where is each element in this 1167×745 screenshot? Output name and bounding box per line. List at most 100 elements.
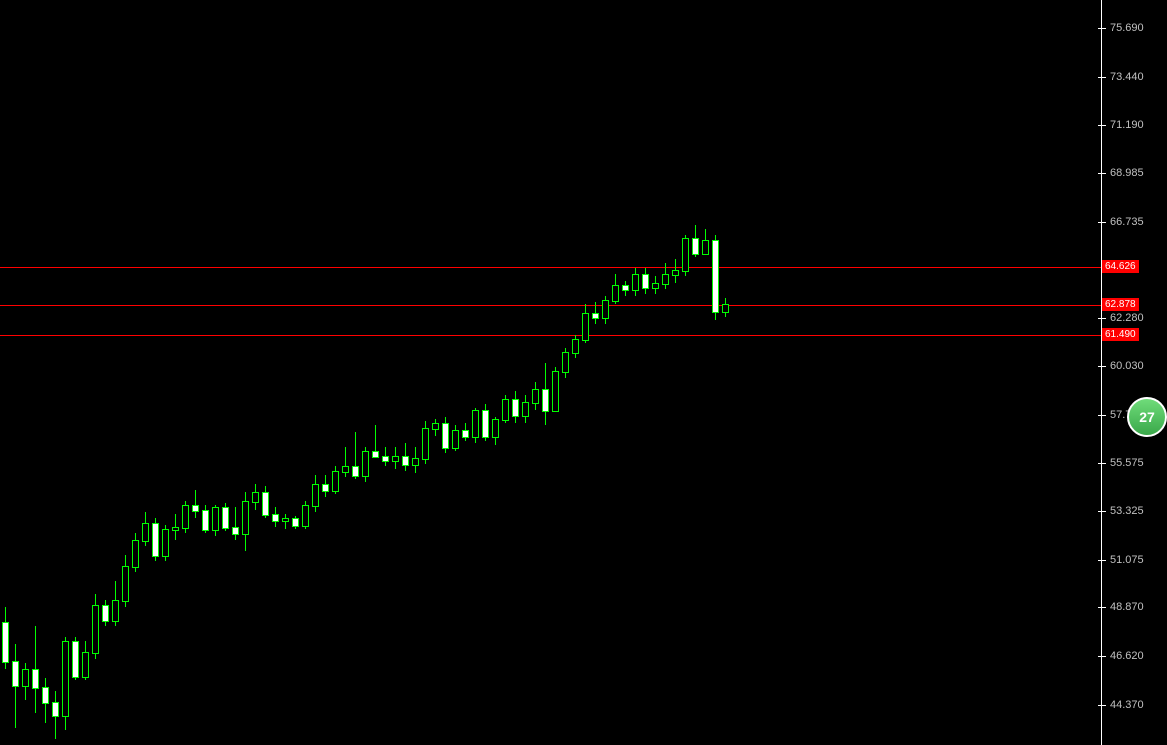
candle-body — [522, 402, 529, 417]
candle-body — [32, 669, 39, 688]
candle[interactable] — [72, 0, 79, 745]
candle[interactable] — [392, 0, 399, 745]
candle[interactable] — [262, 0, 269, 745]
candle[interactable] — [2, 0, 9, 745]
candle[interactable] — [482, 0, 489, 745]
candle[interactable] — [722, 0, 729, 745]
candle[interactable] — [172, 0, 179, 745]
candle[interactable] — [342, 0, 349, 745]
chart-plot-area[interactable] — [0, 0, 1102, 745]
candle[interactable] — [592, 0, 599, 745]
candle[interactable] — [652, 0, 659, 745]
candle-body — [172, 527, 179, 531]
candle[interactable] — [682, 0, 689, 745]
candle[interactable] — [712, 0, 719, 745]
candle-body — [552, 371, 559, 412]
candle[interactable] — [52, 0, 59, 745]
candle[interactable] — [142, 0, 149, 745]
candle[interactable] — [362, 0, 369, 745]
candle[interactable] — [122, 0, 129, 745]
ytick — [1098, 77, 1106, 78]
candle[interactable] — [542, 0, 549, 745]
candle-body — [492, 419, 499, 438]
ytick-label: 44.370 — [1110, 699, 1144, 711]
candle[interactable] — [202, 0, 209, 745]
candle[interactable] — [222, 0, 229, 745]
candle-body — [422, 428, 429, 460]
candle[interactable] — [42, 0, 49, 745]
candle[interactable] — [372, 0, 379, 745]
candle[interactable] — [512, 0, 519, 745]
candle-body — [472, 410, 479, 438]
candle[interactable] — [602, 0, 609, 745]
candle[interactable] — [212, 0, 219, 745]
candle[interactable] — [332, 0, 339, 745]
candle[interactable] — [232, 0, 239, 745]
candle[interactable] — [252, 0, 259, 745]
candle[interactable] — [182, 0, 189, 745]
candle[interactable] — [552, 0, 559, 745]
candle[interactable] — [582, 0, 589, 745]
candle[interactable] — [292, 0, 299, 745]
candle[interactable] — [112, 0, 119, 745]
candle[interactable] — [312, 0, 319, 745]
candle-body — [562, 352, 569, 373]
candle[interactable] — [522, 0, 529, 745]
candle-body — [142, 523, 149, 542]
candle[interactable] — [662, 0, 669, 745]
candle[interactable] — [242, 0, 249, 745]
candle[interactable] — [192, 0, 199, 745]
candle[interactable] — [562, 0, 569, 745]
candle[interactable] — [162, 0, 169, 745]
ytick-label: 51.075 — [1110, 554, 1144, 566]
candle[interactable] — [322, 0, 329, 745]
candle[interactable] — [432, 0, 439, 745]
candle[interactable] — [382, 0, 389, 745]
candle-body — [112, 600, 119, 621]
candle-body — [22, 669, 29, 686]
ytick — [1098, 222, 1106, 223]
candle[interactable] — [462, 0, 469, 745]
candle[interactable] — [612, 0, 619, 745]
candle-body — [532, 389, 539, 404]
candle[interactable] — [32, 0, 39, 745]
candle[interactable] — [412, 0, 419, 745]
candle[interactable] — [302, 0, 309, 745]
candle[interactable] — [502, 0, 509, 745]
candle-body — [592, 313, 599, 319]
candle[interactable] — [22, 0, 29, 745]
candle[interactable] — [572, 0, 579, 745]
candle[interactable] — [92, 0, 99, 745]
ytick-label: 48.870 — [1110, 601, 1144, 613]
candle[interactable] — [472, 0, 479, 745]
candle[interactable] — [82, 0, 89, 745]
ytick-label: 46.620 — [1110, 650, 1144, 662]
candle[interactable] — [402, 0, 409, 745]
candle[interactable] — [692, 0, 699, 745]
price-axis[interactable]: 75.69073.44071.19068.98566.73562.28060.0… — [1101, 0, 1167, 745]
candle[interactable] — [532, 0, 539, 745]
price-level-tag: 61.490 — [1102, 328, 1139, 341]
candle[interactable] — [622, 0, 629, 745]
candle[interactable] — [632, 0, 639, 745]
candle[interactable] — [492, 0, 499, 745]
candle[interactable] — [452, 0, 459, 745]
ytick — [1098, 415, 1106, 416]
candle[interactable] — [422, 0, 429, 745]
candle[interactable] — [642, 0, 649, 745]
candle[interactable] — [62, 0, 69, 745]
candle[interactable] — [272, 0, 279, 745]
ytick — [1098, 656, 1106, 657]
candle-body — [62, 641, 69, 716]
candle-body — [2, 622, 9, 663]
ytick — [1098, 125, 1106, 126]
candle[interactable] — [702, 0, 709, 745]
candle[interactable] — [132, 0, 139, 745]
candle[interactable] — [102, 0, 109, 745]
candle[interactable] — [282, 0, 289, 745]
candle[interactable] — [352, 0, 359, 745]
candle[interactable] — [672, 0, 679, 745]
candle[interactable] — [442, 0, 449, 745]
candle[interactable] — [152, 0, 159, 745]
candle[interactable] — [12, 0, 19, 745]
